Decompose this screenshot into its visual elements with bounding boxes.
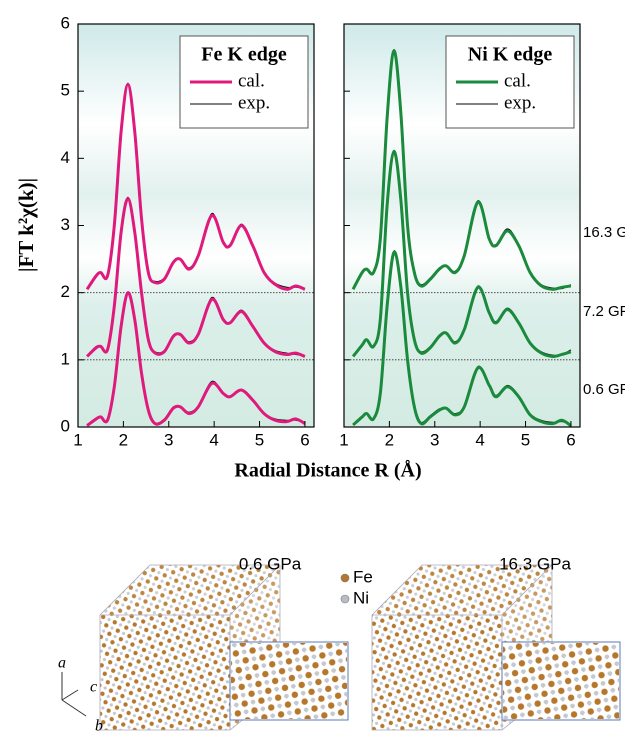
x-tick-label: 4 [475, 430, 484, 449]
x-tick-label: 2 [119, 430, 128, 449]
structure-label: 0.6 GPa [239, 554, 302, 573]
annotation: 7.2 GPa [583, 303, 625, 320]
x-axis-title: Radial Distance R (Å) [234, 459, 421, 482]
y-tick-label: 5 [61, 81, 70, 100]
axis-label: a [58, 655, 66, 672]
axis-label: c [90, 679, 97, 696]
x-tick-label: 1 [73, 430, 82, 449]
legend-label: exp. [238, 92, 270, 113]
curve [351, 49, 572, 291]
x-tick-label: 3 [430, 430, 439, 449]
y-tick-label: 2 [61, 282, 70, 301]
legend-label: Fe [353, 567, 373, 586]
y-tick-label: 3 [61, 215, 70, 234]
x-tick-label: 2 [385, 430, 394, 449]
x-tick-label: 1 [339, 430, 348, 449]
curve [85, 82, 306, 291]
x-tick-label: 5 [255, 430, 264, 449]
legend-marker [340, 594, 350, 604]
x-tick-label: 6 [566, 430, 575, 449]
legend-label: Ni [353, 588, 369, 607]
curve [351, 150, 572, 358]
x-tick-label: 4 [209, 430, 218, 449]
structures [61, 564, 621, 731]
curve [352, 250, 572, 427]
x-tick-label: 5 [521, 430, 530, 449]
y-tick-label: 1 [61, 349, 70, 368]
curve [86, 291, 306, 427]
y-axis-title: |FT k²χ(k)| [14, 178, 38, 272]
legend-label: cal. [504, 70, 531, 91]
x-tick-label: 6 [300, 430, 309, 449]
legend-label: exp. [504, 92, 536, 113]
legend-title: Ni K edge [468, 44, 553, 66]
cube [371, 564, 621, 731]
x-tick-label: 3 [164, 430, 173, 449]
annotation: 0.6 GPa [583, 381, 625, 398]
y-tick-label: 4 [61, 148, 70, 167]
y-tick-label: 6 [61, 13, 70, 32]
y-tick-label: 0 [61, 416, 70, 435]
annotation: 16.3 GPa [583, 224, 625, 241]
axis-label: b [95, 718, 103, 733]
axis-triad [61, 672, 87, 717]
legend-label: cal. [238, 70, 265, 91]
cube [99, 564, 349, 731]
legend-title: Fe K edge [201, 44, 287, 66]
structure-label: 16.3 GPa [499, 554, 571, 573]
curve [86, 197, 306, 358]
legend-marker [340, 573, 350, 583]
